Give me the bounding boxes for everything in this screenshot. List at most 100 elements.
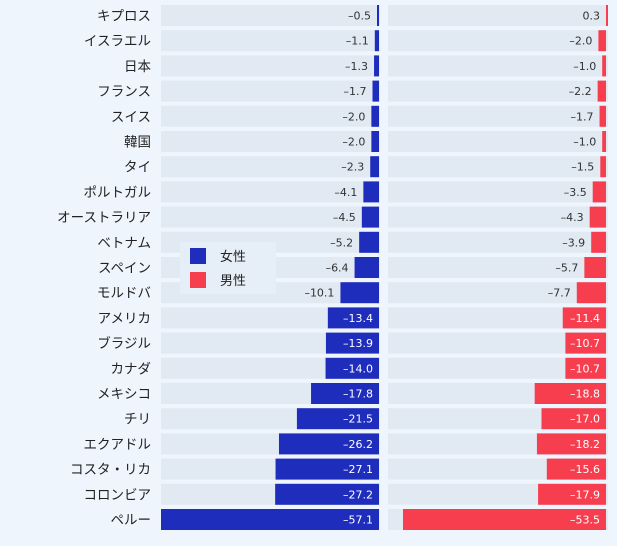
value-label-male: –2.2 (569, 85, 592, 98)
category-label: エクアドル (84, 437, 152, 453)
row-background (388, 105, 608, 127)
row-background (161, 206, 380, 228)
value-label-female: –57.1 (343, 514, 373, 527)
row-background (388, 307, 608, 329)
category-label: アメリカ (98, 311, 151, 327)
bar-male (602, 131, 606, 152)
bar-female (359, 231, 379, 253)
category-label: スペイン (98, 261, 151, 277)
bar-female (278, 433, 379, 455)
row-background (388, 80, 608, 102)
bar-male (600, 156, 606, 178)
category-label: イスラエル (84, 34, 151, 50)
bar-female (371, 105, 379, 127)
bar-male (589, 206, 606, 228)
value-label-female: –2.3 (341, 161, 364, 174)
bar-female (363, 181, 379, 203)
value-label-male: –1.0 (573, 60, 596, 73)
category-label: チリ (124, 412, 151, 428)
value-label-female: –26.2 (343, 438, 373, 451)
legend-swatch-male (190, 272, 206, 288)
bar-male (534, 383, 606, 404)
value-label-male: –4.3 (561, 211, 584, 224)
row-background (388, 5, 608, 26)
row-background (388, 156, 608, 178)
value-label-female: –17.8 (343, 388, 373, 401)
legend: 女性 男性 (180, 242, 276, 294)
category-label: コロンビア (84, 487, 152, 503)
category-label: ブラジル (97, 335, 151, 352)
bar-female (340, 282, 379, 304)
row-background (161, 5, 380, 26)
bar-female (325, 357, 379, 379)
row-background (388, 332, 608, 354)
value-label-female: –4.1 (334, 186, 357, 199)
bar-male (584, 257, 606, 278)
value-label-male: –17.9 (570, 488, 600, 501)
value-label-female: –0.5 (348, 10, 371, 23)
bar-female (161, 509, 379, 530)
category-label: カナダ (111, 361, 152, 377)
bar-female (296, 408, 379, 430)
bar-male (546, 458, 606, 480)
category-label: 日本 (124, 59, 151, 75)
category-label: ポルトガル (84, 185, 152, 201)
bar-female (311, 383, 379, 404)
row-background (388, 257, 608, 278)
category-label: 韓国 (124, 135, 151, 151)
row-background (161, 156, 380, 178)
value-label-male: –53.5 (570, 514, 600, 527)
bar-female (370, 156, 379, 178)
labels: キプロス –0.5 0.3 イスラエル –1.1 –2.0 日本 –1.3 –1.0 フランス –1… (57, 9, 600, 529)
value-label-male: –7.7 (548, 287, 571, 300)
bar-male (598, 30, 606, 52)
bar-male (538, 483, 606, 505)
bars (161, 5, 608, 530)
category-label: オーストラリア (57, 210, 151, 226)
value-label-female: –13.4 (343, 312, 373, 325)
category-label: コスタ・リカ (70, 462, 151, 478)
value-label-male: –18.8 (570, 388, 600, 401)
category-label: スイス (111, 109, 151, 125)
value-label-female: –10.1 (304, 287, 334, 300)
row-background (161, 307, 380, 329)
category-label: ペルー (111, 513, 152, 529)
row-background (388, 55, 608, 77)
bar-male (597, 80, 606, 102)
bar-female (325, 332, 379, 354)
row-background (388, 231, 608, 253)
row-background (388, 181, 608, 203)
bar-female (371, 131, 379, 152)
row-background (161, 80, 380, 102)
row-background (388, 131, 608, 152)
bar-male (576, 282, 606, 304)
value-label-male: 0.3 (583, 10, 601, 23)
bar-male (403, 509, 606, 530)
value-label-male: –2.0 (569, 35, 592, 48)
bar-male (562, 307, 606, 329)
bar-female (327, 307, 379, 329)
row-background (161, 55, 380, 77)
category-label: ベトナム (97, 235, 151, 251)
value-label-female: –14.0 (343, 362, 373, 375)
row-background (161, 30, 380, 52)
value-label-female: –5.2 (330, 236, 353, 249)
bar-male (565, 357, 606, 379)
value-label-male: –1.5 (571, 161, 594, 174)
category-label: メキシコ (97, 387, 151, 403)
row-background (161, 181, 380, 203)
bar-male (565, 332, 606, 354)
bar-female (275, 483, 379, 505)
bar-female (377, 5, 379, 26)
bar-male (602, 55, 606, 77)
row-background (161, 131, 380, 152)
value-label-male: –1.0 (573, 136, 596, 149)
value-label-female: –21.5 (343, 413, 373, 426)
value-label-female: –6.4 (326, 262, 349, 275)
value-label-female: –27.2 (343, 488, 373, 501)
bar-male (599, 105, 606, 127)
bar-male (591, 231, 606, 253)
bar-female (374, 30, 379, 52)
bar-female (354, 257, 379, 278)
bar-female (275, 458, 379, 480)
